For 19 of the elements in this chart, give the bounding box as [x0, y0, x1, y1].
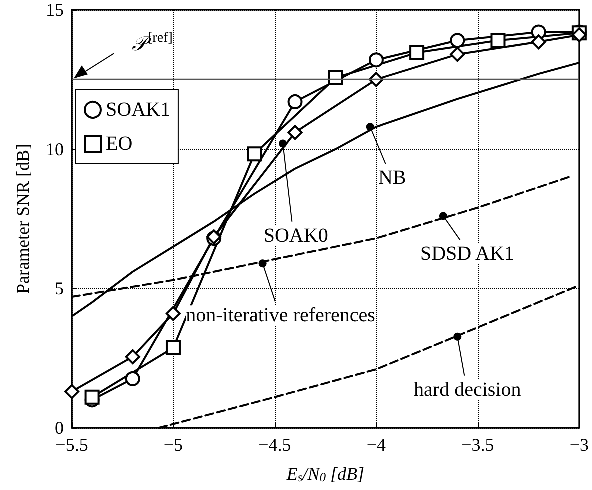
x-tick-label: −5	[164, 435, 184, 455]
y-tick-label: 10	[46, 139, 64, 160]
annotation: hard decision	[414, 378, 522, 401]
annotation: SDSD AK1	[420, 243, 514, 266]
y-tick-label: 0	[55, 418, 64, 438]
y-tick-label: 5	[55, 278, 64, 299]
x-tick-label: −3.5	[462, 435, 494, 455]
x-axis-title: Es/N0 [dB]	[286, 464, 365, 485]
x-tick-label: −5.5	[56, 435, 88, 455]
annotation: NB	[378, 167, 406, 190]
x-tick-label: −3	[570, 435, 589, 455]
y-tick-label: 15	[46, 0, 64, 20]
annotation: non-iterative references	[186, 304, 376, 327]
legend-label: SOAK1	[106, 99, 170, 121]
legend-label: EO	[106, 133, 133, 155]
annotation: SOAK0	[264, 224, 328, 247]
y-axis-title: Parameter SNR [dB]	[13, 144, 33, 294]
x-tick-label: −4	[366, 435, 386, 455]
x-tick-label: −4.5	[258, 435, 292, 455]
